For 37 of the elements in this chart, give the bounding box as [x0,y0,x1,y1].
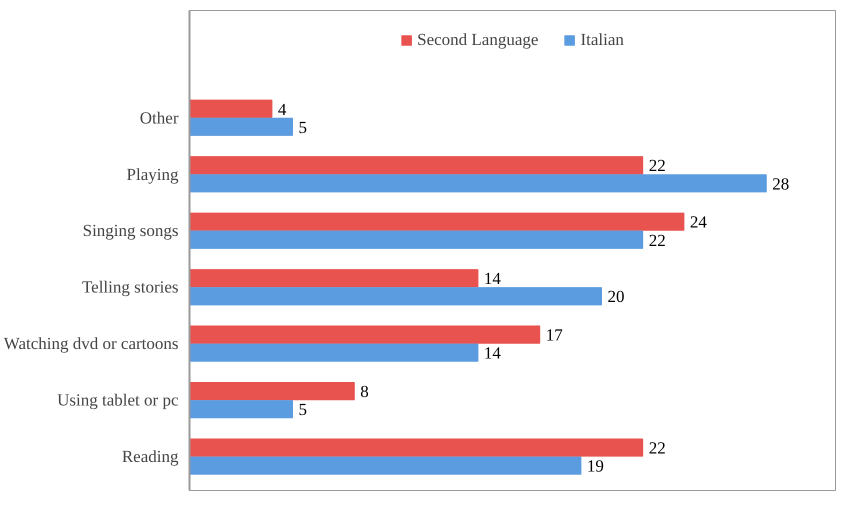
legend-label: Italian [580,30,624,50]
y-tick-label: Reading [122,447,179,466]
bar [190,400,293,418]
y-tick-label: Playing [126,164,179,184]
bar [190,156,644,174]
bar [190,326,540,344]
bar [190,269,478,288]
bar [190,118,293,136]
y-tick-label: Watching dvd or cartoons [4,334,179,354]
bar [190,438,644,457]
data-label: 22 [648,438,666,458]
bar [190,287,602,306]
bar [190,100,272,118]
data-label: 22 [648,230,666,250]
legend-label: Second Language [417,30,538,50]
y-tick-label: Using tablet or pc [57,390,179,410]
data-label: 19 [586,456,604,476]
data-label: 17 [546,326,564,345]
data-label: 22 [648,156,666,176]
bar [190,456,582,475]
data-label: 4 [278,100,287,119]
bar [190,382,355,400]
data-label: 8 [360,382,369,402]
y-tick-label: Singing songs [82,221,179,240]
data-label: 5 [298,400,307,420]
bar [190,230,644,249]
data-label: 24 [690,212,708,232]
data-label: 20 [607,287,624,306]
data-label: 14 [484,269,502,288]
bar [190,212,684,231]
y-tick-label: Other [140,108,179,128]
bar [190,344,478,362]
data-label: 5 [298,118,307,137]
bar [190,174,767,192]
y-tick-label: Telling stories [82,278,178,297]
data-label: 14 [484,344,502,363]
data-label: 28 [772,174,790,194]
